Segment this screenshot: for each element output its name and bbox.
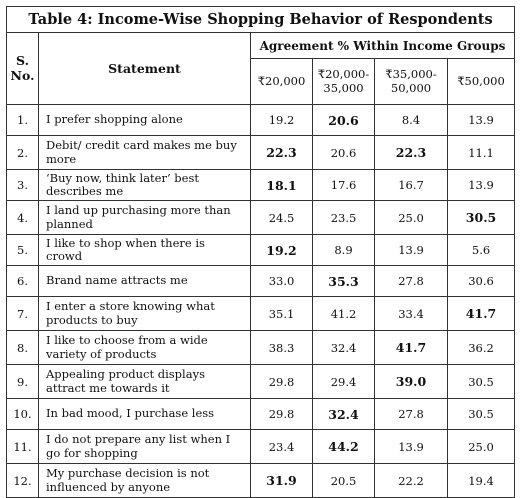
row-number: 10. — [6, 398, 39, 430]
row-number: 4. — [6, 200, 39, 235]
value-cell: 19.2 — [250, 234, 313, 266]
value-cell: 13.9 — [374, 429, 448, 464]
value-cell: 27.8 — [374, 265, 448, 297]
value-cell: 30.5 — [446, 364, 516, 399]
value-cell: 38.3 — [250, 330, 313, 365]
statement-cell: I like to choose from a wide variety of … — [38, 330, 251, 365]
value-cell: 44.2 — [312, 429, 375, 464]
value-cell: 29.4 — [312, 364, 375, 399]
value-cell: 22.3 — [374, 135, 448, 170]
value-cell: 11.1 — [446, 135, 516, 170]
value-cell: 29.8 — [250, 364, 313, 399]
row-number: 5. — [6, 234, 39, 266]
value-cell: 23.4 — [250, 429, 313, 464]
value-cell: 25.0 — [374, 200, 448, 235]
income-group-header: Agreement % Within Income Groups — [249, 32, 516, 59]
value-cell: 32.4 — [312, 398, 375, 430]
income-header-1: ₹20,000 — [250, 58, 313, 105]
value-cell: 17.6 — [312, 169, 375, 201]
table-row: 11. I do not prepare any list when I go f… — [6, 429, 516, 464]
row-number: 2. — [6, 135, 39, 170]
value-cell: 16.7 — [374, 169, 448, 201]
value-cell: 41.2 — [312, 296, 375, 331]
row-number: 6. — [6, 265, 39, 297]
value-cell: 30.6 — [446, 265, 516, 297]
value-cell: 27.8 — [374, 398, 448, 430]
statement-cell: Brand name attracts me — [38, 265, 251, 297]
income-header-2: ₹20,000-35,000 — [312, 58, 375, 105]
value-cell: 20.6 — [312, 135, 375, 170]
income-header-4: ₹50,000 — [446, 58, 516, 105]
table-row: 7. I enter a store knowing what products … — [6, 296, 516, 331]
row-number: 1. — [6, 104, 39, 136]
value-cell: 25.0 — [446, 429, 516, 464]
row-number: 3. — [6, 169, 39, 201]
statement-cell: ‘Buy now, think later’ best describes me — [38, 169, 251, 201]
row-number: 9. — [6, 364, 39, 399]
value-cell: 22.2 — [374, 463, 448, 498]
value-cell: 39.0 — [374, 364, 448, 399]
value-cell: 41.7 — [374, 330, 448, 365]
value-cell: 13.9 — [446, 104, 516, 136]
value-cell: 8.9 — [312, 234, 375, 266]
statement-cell: I land up purchasing more than planned — [38, 200, 251, 235]
value-cell: 19.2 — [250, 104, 313, 136]
income-shopping-table: Table 4: Income-Wise Shopping Behavior o… — [5, 6, 516, 498]
value-cell: 30.5 — [446, 398, 516, 430]
table-row: 6. Brand name attracts me 33.0 35.3 27.8 30.6 — [6, 265, 516, 297]
value-cell: 35.1 — [250, 296, 313, 331]
value-cell: 33.0 — [250, 265, 313, 297]
value-cell: 31.9 — [250, 463, 313, 498]
sno-header: S. No. — [6, 32, 39, 105]
table-row: 1. I prefer shopping alone 19.2 20.6 8.4 13.9 — [6, 104, 516, 136]
table-row: 3. ‘Buy now, think later’ best describes … — [6, 169, 516, 201]
row-number: 7. — [6, 296, 39, 331]
value-cell: 13.9 — [446, 169, 516, 201]
table-row: 8. I like to choose from a wide variety o… — [6, 330, 516, 365]
table-row: 10. In bad mood, I purchase less 29.8 32.4 2… — [6, 398, 516, 430]
value-cell: 36.2 — [446, 330, 516, 365]
value-cell: 8.4 — [374, 104, 448, 136]
value-cell: 33.4 — [374, 296, 448, 331]
table-row: 5. I like to shop when there is crowd 19.2… — [6, 234, 516, 266]
value-cell: 20.6 — [312, 104, 375, 136]
row-number: 12. — [6, 463, 39, 498]
value-cell: 23.5 — [312, 200, 375, 235]
statement-cell: I do not prepare any list when I go for … — [38, 429, 251, 464]
value-cell: 13.9 — [374, 234, 448, 266]
statement-header: Statement — [38, 32, 251, 105]
statement-cell: I prefer shopping alone — [38, 104, 251, 136]
income-header-3: ₹35,000-50,000 — [374, 58, 448, 105]
value-cell: 5.6 — [446, 234, 516, 266]
table-row: 9. Appealing product displays attract me … — [6, 364, 516, 399]
row-number: 11. — [6, 429, 39, 464]
value-cell: 35.3 — [312, 265, 375, 297]
value-cell: 19.4 — [446, 463, 516, 498]
value-cell: 41.7 — [446, 296, 516, 331]
statement-cell: My purchase decision is not influenced b… — [38, 463, 251, 498]
statement-cell: I like to shop when there is crowd — [38, 234, 251, 266]
value-cell: 29.8 — [250, 398, 313, 430]
statement-cell: Appealing product displays attract me to… — [38, 364, 251, 399]
row-number: 8. — [6, 330, 39, 365]
value-cell: 24.5 — [250, 200, 313, 235]
value-cell: 32.4 — [312, 330, 375, 365]
table-row: 12. My purchase decision is not influence… — [6, 463, 516, 498]
table-row: 4. I land up purchasing more than planned… — [6, 200, 516, 235]
table-row: 2. Debit/ credit card makes me buy more 22… — [6, 135, 516, 170]
value-cell: 22.3 — [250, 135, 313, 170]
statement-cell: In bad mood, I purchase less — [38, 398, 251, 430]
value-cell: 30.5 — [446, 200, 516, 235]
statement-cell: Debit/ credit card makes me buy more — [38, 135, 251, 170]
statement-cell: I enter a store knowing what products to… — [38, 296, 251, 331]
table-title: Table 4: Income-Wise Shopping Behavior o… — [5, 6, 516, 33]
value-cell: 18.1 — [250, 169, 313, 201]
value-cell: 20.5 — [312, 463, 375, 498]
table-container: Table 4: Income-Wise Shopping Behavior o… — [5, 6, 516, 498]
